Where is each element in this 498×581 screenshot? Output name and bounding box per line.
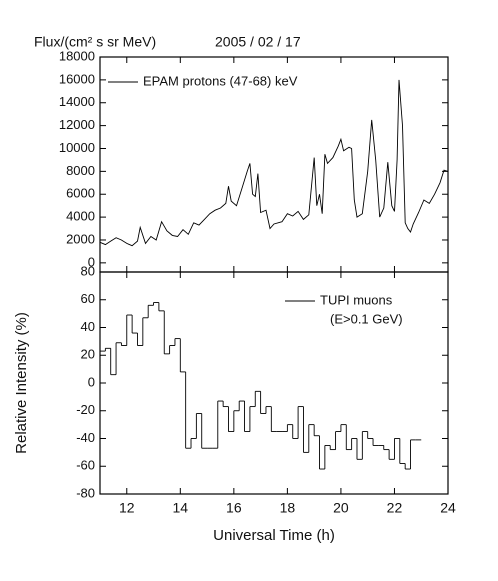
y-axis-label: Flux/(cm² s sr MeV) [34, 34, 156, 50]
y-tick-label: 0 [88, 254, 95, 269]
x-tick-label: 16 [226, 500, 242, 516]
y-tick-label: -20 [76, 402, 95, 417]
y-tick-label: 4000 [66, 209, 95, 224]
x-tick-label: 22 [387, 500, 403, 516]
chart-title: 2005 / 02 / 17 [215, 34, 301, 50]
y-tick-label: 12000 [59, 117, 95, 132]
x-tick-label: 12 [119, 500, 135, 516]
y-tick-label: 8000 [66, 163, 95, 178]
y-tick-label: 14000 [59, 94, 95, 109]
plot-frame [99, 56, 449, 273]
y-tick-label: -60 [76, 458, 95, 473]
y-tick-label: -40 [76, 430, 95, 445]
y-tick-label: 0 [88, 374, 95, 389]
y-tick-label: 20 [81, 347, 95, 362]
y-tick-label: -80 [76, 485, 95, 500]
y-tick-label: 16000 [59, 71, 95, 86]
data-line [99, 79, 449, 247]
y-tick-label: 40 [81, 319, 95, 334]
y-tick-label: 60 [81, 291, 95, 306]
x-axis-label: Universal Time (h) [213, 527, 335, 544]
y-tick-label: 6000 [66, 186, 95, 201]
y-tick-label: 10000 [59, 140, 95, 155]
legend-note: (E>0.1 GeV) [330, 311, 403, 326]
y-tick-label: 80 [81, 263, 95, 278]
y-axis-label: Relative Intensity (%) [13, 312, 30, 454]
x-tick-label: 18 [280, 500, 296, 516]
x-tick-label: 24 [440, 500, 456, 516]
x-tick-label: 14 [173, 500, 189, 516]
y-tick-label: 2000 [66, 231, 95, 246]
legend-label: EPAM protons (47-68) keV [143, 73, 298, 88]
y-tick-label: 18000 [59, 48, 95, 63]
legend-label: TUPI muons [320, 292, 393, 307]
x-tick-label: 20 [333, 500, 349, 516]
